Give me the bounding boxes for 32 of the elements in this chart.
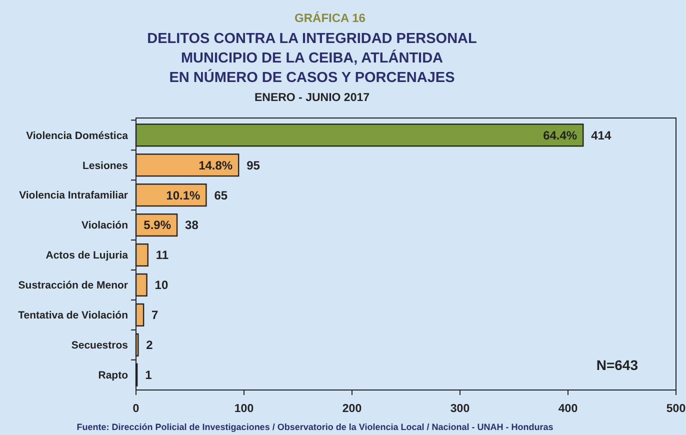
y-tick-label: Tentativa de Violación: [18, 310, 128, 322]
y-tick-label: Secuestros: [71, 340, 128, 352]
annotation: 64.4%: [543, 128, 578, 142]
annotation: 10.1%: [166, 188, 201, 202]
x-tick-label: 300: [450, 403, 470, 415]
y-tick-label: Violación: [82, 220, 128, 232]
data-label: 1: [145, 368, 152, 382]
annotation: 14.8%: [198, 158, 233, 172]
chart-subtitle: ENERO - JUNIO 2017: [254, 92, 370, 104]
data-label: 10: [154, 278, 168, 292]
y-tick-label: Sustracción de Menor: [18, 280, 128, 292]
y-tick-label: Rapto: [98, 370, 128, 382]
data-label: 95: [246, 158, 260, 172]
data-label: 414: [591, 128, 612, 142]
y-tick-label: Violencia Doméstica: [26, 130, 128, 142]
x-tick-label: 0: [132, 403, 140, 415]
data-label: 65: [214, 188, 228, 202]
data-label: 7: [152, 308, 159, 322]
y-tick-label: Actos de Lujuria: [46, 250, 128, 262]
data-label: 38: [185, 218, 199, 232]
data-label: 11: [156, 248, 169, 262]
source-note: Fuente: Dirección Policial de Investigaciones / Observatorio de la Violencia Local / Nacional - UNAH - Honduras: [76, 422, 554, 432]
x-tick-label: 400: [558, 403, 578, 415]
y-tick-label: Lesiones: [82, 160, 128, 172]
annotation: 5.9%: [144, 218, 172, 232]
y-tick-label: Violencia Intrafamiliar: [19, 190, 128, 202]
chart-title: GRÁFICA 16 DELITOS CONTRA LA INTEGRIDAD PERSONAL MUNICIPIO DE LA CEIBA, ATLÁNTIDA EN NÚMERO DE CASOS Y PORCENAJES: [147, 11, 478, 86]
x-tick-label: 100: [234, 403, 254, 415]
x-tick-label: 200: [342, 403, 362, 415]
data-label: 2: [146, 338, 154, 352]
annotation: N=643: [596, 357, 638, 373]
x-tick-label: 500: [666, 403, 686, 415]
